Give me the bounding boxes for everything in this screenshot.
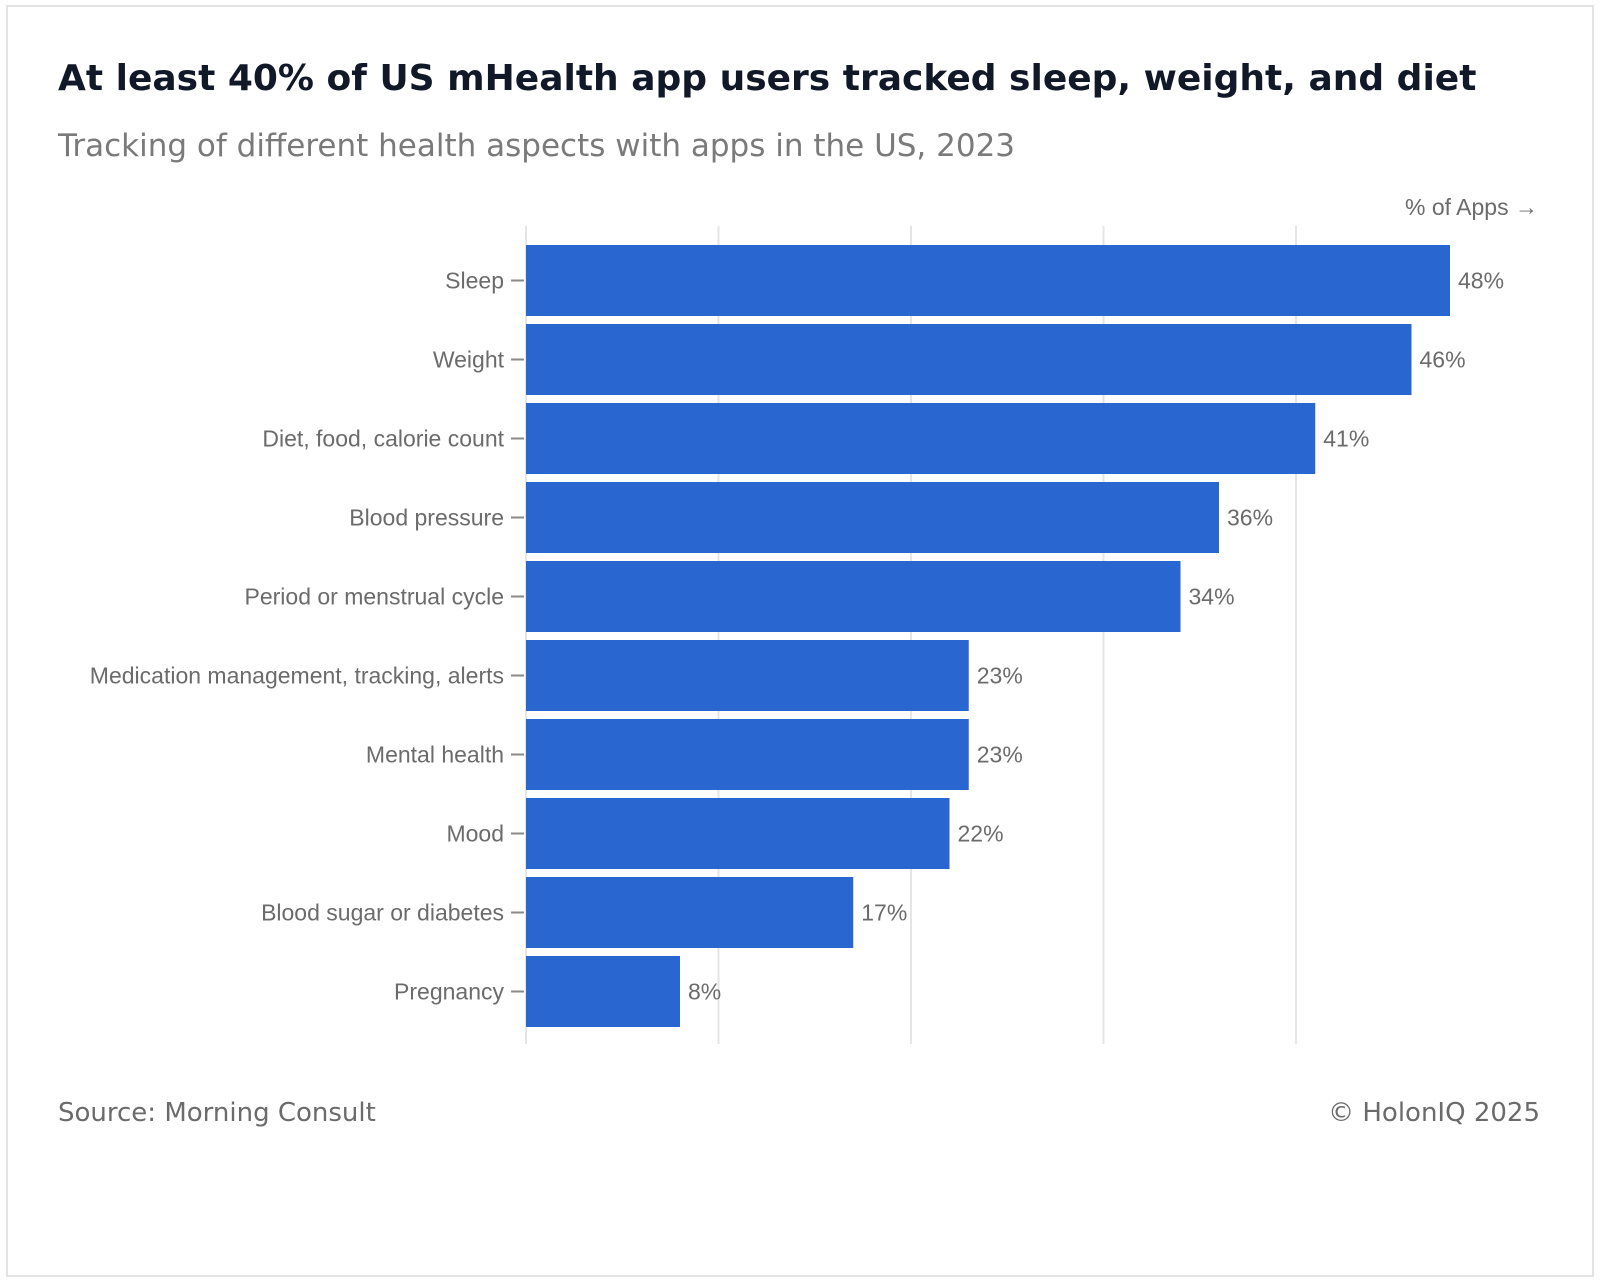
category-label: Mental health bbox=[366, 742, 504, 768]
source-note: Source: Morning Consult bbox=[58, 1098, 376, 1128]
data-label: 48% bbox=[1458, 268, 1504, 294]
bar bbox=[526, 482, 1219, 553]
copyright-note: © HolonIQ 2025 bbox=[1328, 1098, 1540, 1128]
data-label: 41% bbox=[1323, 426, 1369, 452]
data-label: 34% bbox=[1189, 584, 1235, 610]
category-label: Period or menstrual cycle bbox=[245, 584, 505, 610]
bar bbox=[526, 324, 1412, 395]
bar bbox=[526, 956, 680, 1027]
category-label: Weight bbox=[433, 347, 505, 373]
bar bbox=[526, 877, 854, 948]
bar bbox=[526, 403, 1316, 474]
bar bbox=[526, 640, 969, 711]
category-label: Pregnancy bbox=[394, 979, 504, 1005]
data-label: 8% bbox=[688, 979, 721, 1005]
data-label: 23% bbox=[977, 663, 1023, 689]
data-label: 17% bbox=[861, 900, 907, 926]
bar bbox=[526, 245, 1450, 316]
data-label: 36% bbox=[1227, 505, 1273, 531]
bar bbox=[526, 719, 969, 790]
data-label: 46% bbox=[1420, 347, 1466, 373]
data-label: 23% bbox=[977, 742, 1023, 768]
chart-subtitle: Tracking of different health aspects wit… bbox=[58, 128, 1016, 164]
category-label: Medication management, tracking, alerts bbox=[90, 663, 504, 689]
bar bbox=[526, 561, 1181, 632]
category-label: Blood sugar or diabetes bbox=[261, 900, 504, 926]
chart-title: At least 40% of US mHealth app users tra… bbox=[58, 58, 1477, 99]
data-label: 22% bbox=[958, 821, 1004, 847]
category-label: Blood pressure bbox=[349, 505, 504, 531]
axis-unit-label: % of Apps → bbox=[1405, 194, 1538, 220]
category-label: Mood bbox=[446, 821, 504, 847]
category-label: Sleep bbox=[445, 268, 504, 294]
bar bbox=[526, 798, 950, 869]
category-label: Diet, food, calorie count bbox=[262, 426, 504, 452]
